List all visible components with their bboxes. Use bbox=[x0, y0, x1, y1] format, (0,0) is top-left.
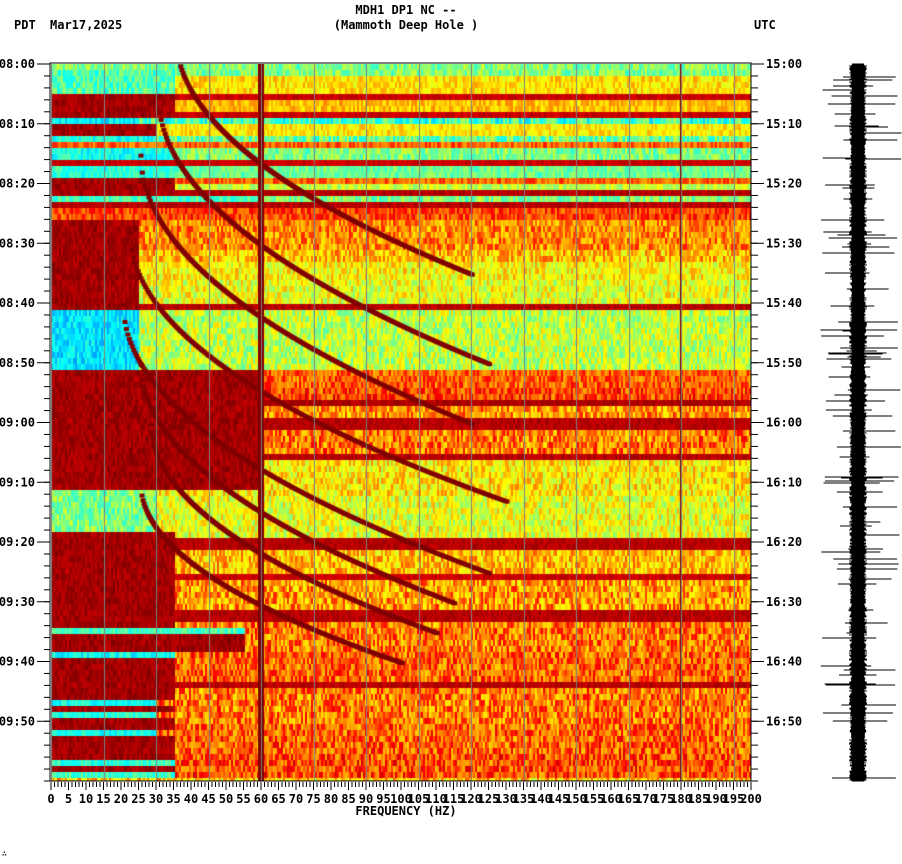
x-tick-label: 50 bbox=[219, 792, 233, 806]
x-tick-label: 70 bbox=[289, 792, 303, 806]
y-tick-label-utc: 16:40 bbox=[766, 655, 802, 669]
x-tick-label: 140 bbox=[530, 792, 552, 806]
x-tick-label: 90 bbox=[359, 792, 373, 806]
y-tick-label-pdt: 09:20 bbox=[0, 535, 35, 549]
spectrogram-heatmap bbox=[51, 64, 751, 781]
y-tick-label-pdt: 09:40 bbox=[0, 655, 35, 669]
x-tick-label: 110 bbox=[425, 792, 447, 806]
x-tick-label: 60 bbox=[254, 792, 268, 806]
date-label: Mar17,2025 bbox=[50, 18, 123, 32]
x-tick-label: 20 bbox=[114, 792, 128, 806]
x-tick-label: 160 bbox=[600, 792, 622, 806]
y-tick-label-pdt: 09:10 bbox=[0, 475, 35, 489]
x-tick-label: 150 bbox=[565, 792, 587, 806]
x-tick-label: 180 bbox=[670, 792, 692, 806]
x-tick-label: 35 bbox=[166, 792, 180, 806]
x-tick-label: 130 bbox=[495, 792, 517, 806]
x-tick-label: 55 bbox=[236, 792, 250, 806]
x-tick-label: 10 bbox=[79, 792, 93, 806]
y-tick-label-pdt: 08:40 bbox=[0, 296, 35, 310]
y-tick-label-pdt: 08:50 bbox=[0, 356, 35, 370]
y-tick-label-utc: 16:10 bbox=[766, 475, 802, 489]
x-tick-label: 190 bbox=[705, 792, 727, 806]
x-tick-label: 195 bbox=[723, 792, 745, 806]
x-tick-label: 95 bbox=[376, 792, 390, 806]
x-axis-label: FREQUENCY (HZ) bbox=[355, 804, 457, 818]
y-tick-label-utc: 15:50 bbox=[766, 356, 802, 370]
x-tick-label: 5 bbox=[65, 792, 72, 806]
y-tick-label-pdt: 09:50 bbox=[0, 714, 35, 728]
x-tick-label: 30 bbox=[149, 792, 163, 806]
left-timezone-label: PDT bbox=[14, 18, 36, 32]
x-tick-label: 65 bbox=[271, 792, 285, 806]
chart-title-station: MDH1 DP1 NC -- bbox=[355, 3, 457, 17]
x-tick-label: 100 bbox=[390, 792, 412, 806]
x-tick-label: 165 bbox=[618, 792, 640, 806]
x-tick-label: 105 bbox=[408, 792, 430, 806]
y-tick-label-pdt: 08:00 bbox=[0, 57, 35, 71]
x-tick-label: 185 bbox=[688, 792, 710, 806]
y-tick-label-pdt: 08:20 bbox=[0, 177, 35, 191]
chart-title-location: (Mammoth Deep Hole ) bbox=[333, 18, 479, 32]
y-tick-label-utc: 16:50 bbox=[766, 714, 802, 728]
y-tick-label-utc: 15:40 bbox=[766, 296, 802, 310]
x-tick-label: 120 bbox=[460, 792, 482, 806]
x-tick-label: 170 bbox=[635, 792, 657, 806]
y-tick-label-pdt: 08:10 bbox=[0, 117, 35, 131]
x-tick-label: 15 bbox=[96, 792, 110, 806]
y-tick-label-pdt: 09:00 bbox=[0, 416, 35, 430]
y-tick-label-utc: 15:00 bbox=[766, 57, 802, 71]
x-tick-label: 85 bbox=[341, 792, 355, 806]
y-tick-label-utc: 16:20 bbox=[766, 535, 802, 549]
x-tick-label: 80 bbox=[324, 792, 338, 806]
x-tick-label: 115 bbox=[443, 792, 465, 806]
plot-frame bbox=[49, 62, 752, 782]
y-tick-label-pdt: 08:30 bbox=[0, 236, 35, 250]
y-tick-label-pdt: 09:30 bbox=[0, 595, 35, 609]
x-tick-label: 25 bbox=[131, 792, 145, 806]
x-tick-label: 45 bbox=[201, 792, 215, 806]
x-tick-label: 155 bbox=[583, 792, 605, 806]
x-tick-label: 125 bbox=[478, 792, 500, 806]
x-tick-label: 75 bbox=[306, 792, 320, 806]
right-timezone-label: UTC bbox=[754, 18, 776, 32]
x-tick-label: 40 bbox=[184, 792, 198, 806]
x-tick-label: 145 bbox=[548, 792, 570, 806]
y-tick-label-utc: 15:10 bbox=[766, 117, 802, 131]
y-tick-label-utc: 16:00 bbox=[766, 416, 802, 430]
y-tick-label-utc: 16:30 bbox=[766, 595, 802, 609]
x-tick-label: 0 bbox=[47, 792, 54, 806]
footer-mark: ∴ bbox=[2, 849, 7, 858]
x-tick-label: 175 bbox=[653, 792, 675, 806]
x-tick-label: 135 bbox=[513, 792, 535, 806]
y-tick-label-utc: 15:30 bbox=[766, 236, 802, 250]
x-tick-label: 200 bbox=[740, 792, 762, 806]
y-tick-label-utc: 15:20 bbox=[766, 177, 802, 191]
